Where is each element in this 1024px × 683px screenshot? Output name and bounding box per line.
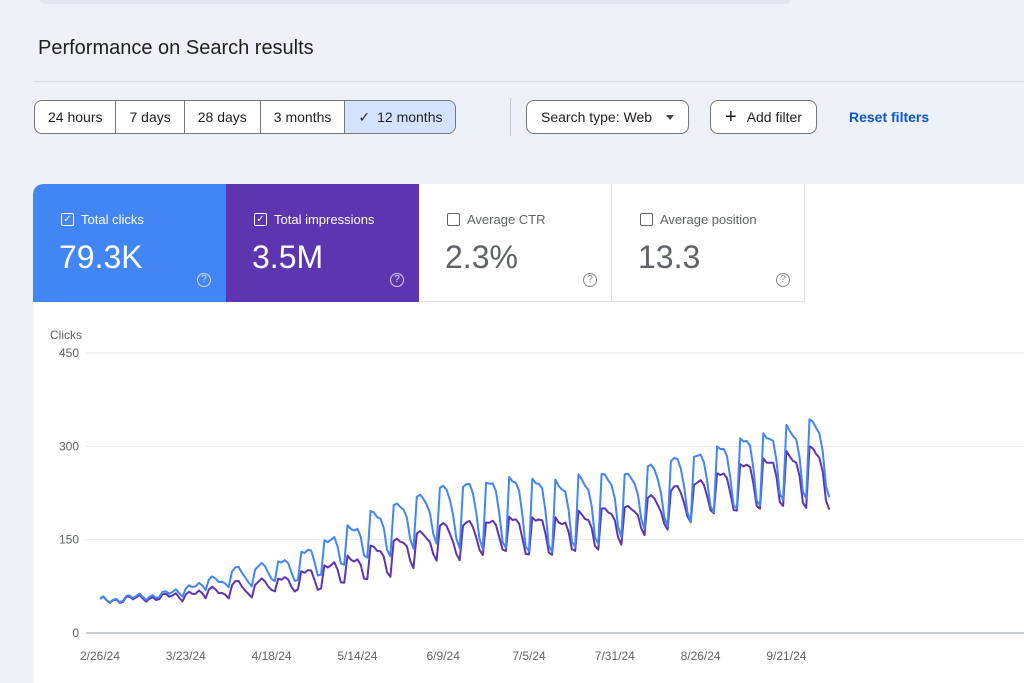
date-range-label: 7 days <box>129 109 171 125</box>
metric-cards: ✓ Total clicks 79.3K ? ✓ Total impressions… <box>33 184 805 302</box>
caret-down-icon <box>666 114 675 120</box>
metric-label-text: Total impressions <box>274 212 375 227</box>
x-tick-label: 3/23/24 <box>166 649 206 663</box>
y-axis-title: Clicks <box>50 328 82 342</box>
metric-value: 3.5M <box>252 239 324 275</box>
date-range-selector: 24 hours 7 days 28 days 3 months ✓ 12 mon… <box>34 100 457 134</box>
metric-total-clicks[interactable]: ✓ Total clicks 79.3K ? <box>33 184 226 302</box>
performance-card: ✓ Total clicks 79.3K ? ✓ Total impressions… <box>33 184 1024 683</box>
help-icon[interactable]: ? <box>583 273 597 287</box>
x-tick-label: 7/31/24 <box>595 649 635 663</box>
help-icon[interactable]: ? <box>776 273 790 287</box>
title-divider <box>34 81 1024 82</box>
check-icon: ✓ <box>358 108 371 125</box>
search-type-label: Search type: Web <box>541 109 653 125</box>
metric-value: 2.3% <box>445 239 518 275</box>
date-range-24-hours[interactable]: 24 hours <box>35 101 117 133</box>
checkbox-checked-icon: ✓ <box>61 213 74 226</box>
help-icon[interactable]: ? <box>197 273 211 287</box>
checkbox-checked-icon: ✓ <box>254 213 267 226</box>
date-range-28-days[interactable]: 28 days <box>185 101 261 133</box>
checkbox-unchecked-icon <box>447 213 460 226</box>
checkbox-unchecked-icon <box>640 213 653 226</box>
x-tick-label: 5/14/24 <box>337 649 377 663</box>
x-tick-label: 2/26/24 <box>80 649 120 663</box>
date-range-label: 24 hours <box>48 109 103 125</box>
chart-svg: Clicks 0 150 300 450 2/26/24 3/23/24 4/18/24 5/1… <box>50 328 1024 663</box>
metric-value: 13.3 <box>638 239 701 275</box>
metric-label: Average position <box>640 212 757 227</box>
x-tick-label: 4/18/24 <box>252 649 292 663</box>
metric-value: 79.3K <box>59 239 143 275</box>
y-tick-label: 150 <box>59 533 79 547</box>
y-tick-label: 450 <box>59 346 79 360</box>
date-range-7-days[interactable]: 7 days <box>116 101 185 133</box>
metric-total-impressions[interactable]: ✓ Total impressions 3.5M ? <box>226 184 419 302</box>
date-range-12-months[interactable]: ✓ 12 months <box>345 101 456 133</box>
x-tick-label: 8/26/24 <box>681 649 721 663</box>
date-range-label: 3 months <box>273 109 332 125</box>
y-tick-label: 300 <box>59 439 79 453</box>
x-tick-label: 7/5/24 <box>512 649 546 663</box>
top-panel-edge <box>40 0 790 4</box>
add-filter-label: Add filter <box>746 109 802 125</box>
page-title: Performance on Search results <box>38 37 314 59</box>
y-tick-label: 0 <box>72 626 79 640</box>
plus-icon: + <box>725 106 737 128</box>
metric-label: Average CTR <box>447 212 546 227</box>
x-tick-label: 6/9/24 <box>427 649 461 663</box>
metric-label-text: Average position <box>660 212 757 227</box>
help-icon[interactable]: ? <box>390 273 404 287</box>
clicks-chart[interactable]: Clicks 0 150 300 450 2/26/24 3/23/24 4/18/24 5/1… <box>33 302 1024 683</box>
metric-label: ✓ Total impressions <box>254 212 374 227</box>
date-range-3-months[interactable]: 3 months <box>261 101 346 133</box>
metric-average-ctr[interactable]: Average CTR 2.3% ? <box>419 184 612 302</box>
metric-label-text: Average CTR <box>467 212 546 227</box>
add-filter-button[interactable]: + Add filter <box>710 100 817 134</box>
date-range-label: 12 months <box>377 109 443 125</box>
metric-average-position[interactable]: Average position 13.3 ? <box>612 184 805 302</box>
x-tick-label: 9/21/24 <box>766 649 806 663</box>
series-line-total-clicks <box>99 418 831 604</box>
reset-filters-link[interactable]: Reset filters <box>849 109 930 125</box>
metric-label-text: Total clicks <box>81 212 144 227</box>
metric-label: ✓ Total clicks <box>61 212 144 227</box>
search-type-dropdown[interactable]: Search type: Web <box>526 100 690 134</box>
toolbar-divider <box>510 98 511 136</box>
series-line-total-impressions <box>99 445 831 604</box>
date-range-label: 28 days <box>197 109 247 125</box>
